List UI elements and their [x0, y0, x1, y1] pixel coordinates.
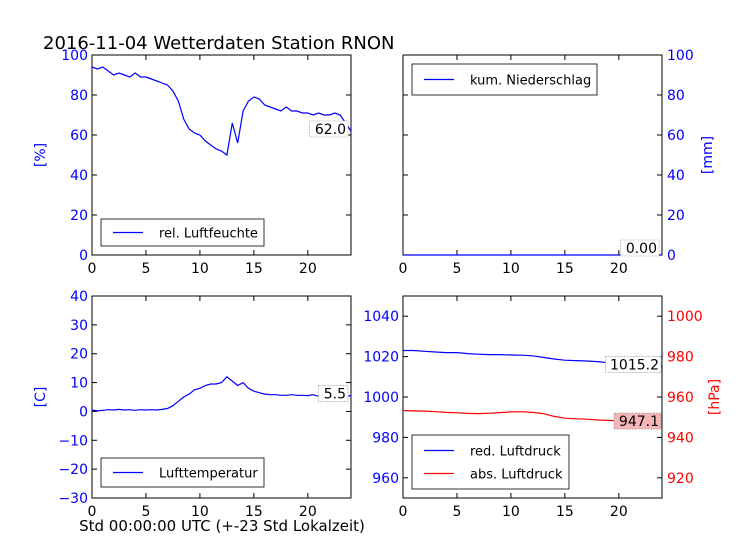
y-tick-label: 940 — [667, 430, 694, 446]
x-tick-label: 15 — [556, 504, 574, 520]
y-tick-label: 60 — [667, 128, 685, 144]
legend-label: kum. Niederschlag — [470, 74, 591, 89]
x-tick-label: 5 — [452, 504, 461, 520]
legend-label: rel. Luftfeuchte — [159, 227, 258, 242]
y-tick-label: 920 — [667, 471, 694, 487]
x-tick-label: 20 — [610, 504, 628, 520]
x-tick-label: 15 — [245, 261, 263, 277]
legend-label: red. Luftdruck — [470, 445, 561, 460]
series-line — [91, 66, 352, 157]
x-tick-label: 0 — [88, 504, 97, 520]
panel-humidity: 0 5 10 15 20 0 20 40 60 80 100 [%] 62.0 rel. Luftfeuc… — [33, 48, 352, 277]
y-tick-label: 100 — [667, 48, 694, 64]
y-tick-label: 1000 — [667, 309, 703, 325]
x-tick-label: 20 — [299, 504, 317, 520]
y-tick-label: 960 — [667, 390, 694, 406]
y-tick-label: 0 — [79, 248, 88, 264]
x-tick-label: 5 — [141, 504, 150, 520]
y-tick-label: 40 — [70, 168, 88, 184]
last-value-label-box — [620, 239, 660, 257]
y-tick-label: 60 — [70, 128, 88, 144]
last-value-label-box — [317, 385, 349, 402]
last-value-label: 947.1 — [619, 414, 659, 430]
y-tick-label: −20 — [58, 462, 88, 478]
y-tick-label: 1000 — [363, 390, 399, 406]
page-title: 2016-11-04 Wetterdaten Station RNON — [43, 33, 394, 54]
panel-temperature: 0 5 10 15 20 −30 −20 −10 0 10 20 30 40 [C] 5.5 Lufttemp… — [33, 289, 352, 520]
x-axis-caption: Std 00:00:00 UTC (+-23 Std Lokalzeit) — [79, 517, 365, 535]
y-axis-label: [mm] — [700, 136, 716, 174]
y-axis-label: [hPa] — [707, 379, 723, 415]
legend-label: Lufttemperatur — [159, 467, 258, 482]
y-tick-label: 20 — [667, 208, 685, 224]
x-tick-label: 10 — [502, 504, 520, 520]
y-axis-label: [C] — [33, 387, 49, 408]
x-tick-label: 15 — [245, 504, 263, 520]
y-tick-label: −10 — [58, 433, 88, 449]
y-tick-label: 980 — [667, 350, 694, 366]
last-value-label: 1015.2 — [610, 357, 659, 373]
x-tick-label: 15 — [556, 261, 574, 277]
y-tick-label: −30 — [58, 491, 88, 507]
x-tick-label: 20 — [610, 261, 628, 277]
y-tick-label: 80 — [667, 88, 685, 104]
y-tick-label: 30 — [70, 318, 88, 334]
y-tick-label: 0 — [667, 248, 676, 264]
y-tick-label: 20 — [70, 208, 88, 224]
y-axis-label: [%] — [33, 143, 49, 167]
x-tick-label: 10 — [191, 504, 209, 520]
y-tick-label: 0 — [79, 404, 88, 420]
last-value-label: 5.5 — [324, 387, 346, 403]
last-value-label-box — [309, 120, 349, 138]
last-value-label: 62.0 — [315, 122, 346, 138]
x-tick-label: 5 — [141, 261, 150, 277]
y-tick-label: 10 — [70, 376, 88, 392]
legend-box — [411, 434, 570, 490]
y-tick-label: 960 — [372, 471, 399, 487]
y-tick-label: 40 — [70, 289, 88, 305]
y-tick-label: 100 — [61, 48, 88, 64]
y-tick-label: 20 — [70, 347, 88, 363]
x-tick-label: 10 — [502, 261, 520, 277]
last-value-label-box — [613, 412, 662, 430]
last-value-label-box — [605, 355, 662, 373]
x-tick-label: 0 — [88, 261, 97, 277]
y-tick-label: 980 — [372, 430, 399, 446]
series-line — [91, 375, 352, 412]
y-tick-label: 80 — [70, 88, 88, 104]
x-tick-label: 0 — [399, 261, 408, 277]
x-tick-label: 0 — [399, 504, 408, 520]
x-tick-label: 5 — [452, 261, 461, 277]
panel-precipitation: 0 5 10 15 20 0 20 40 60 80 100 [mm] 0.00 kum. Nieders… — [399, 48, 716, 277]
y-tick-label: 1020 — [363, 350, 399, 366]
x-tick-label: 20 — [299, 261, 317, 277]
panel-pressure: 0 5 10 15 20 960 980 1000 1020 1040 920 940 960 980 10… — [363, 295, 723, 520]
x-tick-label: 10 — [191, 261, 209, 277]
y-tick-label: 40 — [667, 168, 685, 184]
y-tick-label: 1040 — [363, 309, 399, 325]
last-value-label: 0.00 — [626, 241, 657, 257]
legend-label: abs. Luftdruck — [470, 468, 563, 483]
